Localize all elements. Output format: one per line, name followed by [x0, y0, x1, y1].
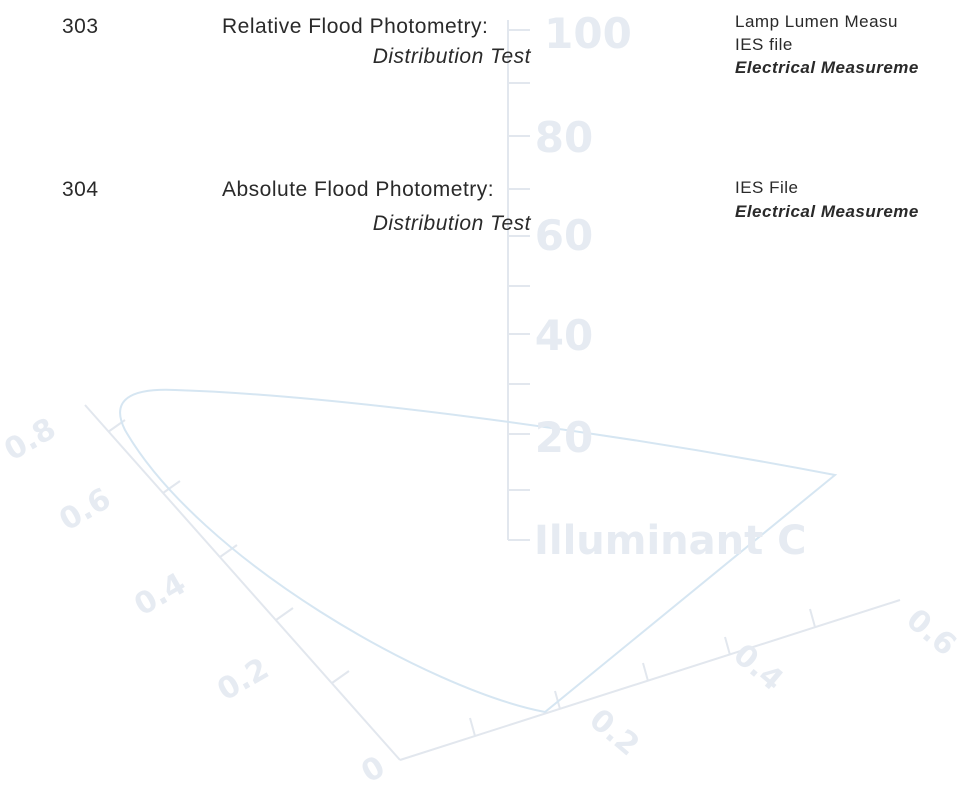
row-subtitle: Distribution Test	[372, 45, 531, 68]
axis-label: 0.4	[128, 566, 192, 623]
axis-label: 0.4	[726, 637, 789, 698]
watermark-axes	[84, 20, 901, 761]
row-subtitle: Distribution Test	[372, 212, 531, 235]
axis-label: 0.8	[0, 411, 62, 468]
output: Lamp Lumen Measu	[735, 12, 898, 31]
axis-label: 0.6	[899, 602, 962, 663]
row-title: Absolute Flood Photometry:	[222, 178, 495, 201]
axis-label: 0	[355, 749, 391, 790]
axis-label: 0.2	[582, 702, 645, 763]
output-emphasis: Electrical Measureme	[735, 58, 919, 77]
row-number: 304	[62, 178, 99, 201]
output: IES file	[735, 35, 793, 54]
scale-label: 40	[535, 311, 593, 360]
chromaticity-curve	[119, 388, 838, 714]
row-title: Relative Flood Photometry:	[222, 15, 489, 38]
output-emphasis: Electrical Measureme	[735, 202, 919, 221]
scale-label: 60	[535, 211, 593, 260]
axis-label: 0.2	[211, 651, 275, 708]
scale-label: 80	[535, 113, 593, 162]
row-number: 303	[62, 15, 99, 38]
axis-label: 0.6	[53, 481, 117, 538]
illuminant-label: Illuminant C	[534, 518, 807, 564]
scale-label: 100	[544, 9, 632, 58]
scale-label: 20	[535, 413, 593, 462]
output: IES File	[735, 178, 799, 197]
